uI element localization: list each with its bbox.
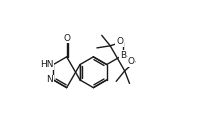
Text: N: N <box>47 75 53 84</box>
Text: B: B <box>120 51 126 60</box>
Text: O: O <box>128 57 135 66</box>
Text: O: O <box>116 37 123 46</box>
Text: HN: HN <box>40 60 53 69</box>
Text: O: O <box>63 34 70 43</box>
